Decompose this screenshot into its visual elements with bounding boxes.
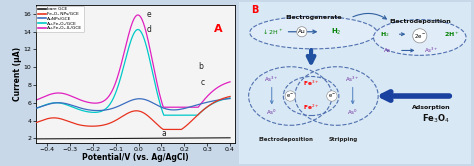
Text: Fe$_3$O$_4$: Fe$_3$O$_4$ xyxy=(422,113,450,125)
Text: H$_2$: H$_2$ xyxy=(331,27,342,37)
Text: As$^{3+}$: As$^{3+}$ xyxy=(424,46,439,55)
Ellipse shape xyxy=(250,16,377,49)
Text: Fe$^{3+}$: Fe$^{3+}$ xyxy=(303,78,319,88)
Text: 2H$^+$: 2H$^+$ xyxy=(444,30,460,39)
Text: c: c xyxy=(201,78,204,87)
Text: e$^-$: e$^-$ xyxy=(286,92,295,100)
Text: B: B xyxy=(251,5,258,15)
Text: Electrodeposition: Electrodeposition xyxy=(258,137,313,142)
Text: Au: Au xyxy=(298,29,306,34)
Text: a: a xyxy=(162,129,166,138)
Text: 2e$^-$: 2e$^-$ xyxy=(413,32,426,40)
FancyBboxPatch shape xyxy=(232,0,474,166)
Text: As$^{3+}$: As$^{3+}$ xyxy=(264,75,279,84)
Ellipse shape xyxy=(374,20,466,55)
Text: Electrodeposition: Electrodeposition xyxy=(389,19,451,25)
Text: As$^0$: As$^0$ xyxy=(266,108,277,117)
X-axis label: Potential/V (vs. Ag/AgCl): Potential/V (vs. Ag/AgCl) xyxy=(82,153,188,162)
Text: As$^0$: As$^0$ xyxy=(347,108,358,117)
Text: Adsorption: Adsorption xyxy=(412,105,451,110)
Text: A: A xyxy=(214,24,223,34)
Text: H$_2$: H$_2$ xyxy=(380,30,390,39)
Text: As$^{3+}$: As$^{3+}$ xyxy=(346,75,360,84)
Text: Stripping: Stripping xyxy=(329,137,358,142)
Text: b: b xyxy=(198,62,203,71)
Text: $\downarrow$2H$^+$: $\downarrow$2H$^+$ xyxy=(261,28,283,36)
Text: Electrogenerate: Electrogenerate xyxy=(285,15,342,20)
Legend: bare GCE, Fe₃O₄ NPs/GCE, AuNPs/GCE, Au-Fe₃O₄/GCE, Au-Fe₃O₄-IL/GCE: bare GCE, Fe₃O₄ NPs/GCE, AuNPs/GCE, Au-F… xyxy=(36,6,83,32)
Text: d: d xyxy=(146,25,151,34)
Text: Fe$^{2+}$: Fe$^{2+}$ xyxy=(303,103,319,112)
Y-axis label: Current (μA): Current (μA) xyxy=(13,47,22,101)
Text: e$^-$: e$^-$ xyxy=(328,92,336,100)
Text: As: As xyxy=(384,48,391,53)
Text: e: e xyxy=(146,10,151,19)
